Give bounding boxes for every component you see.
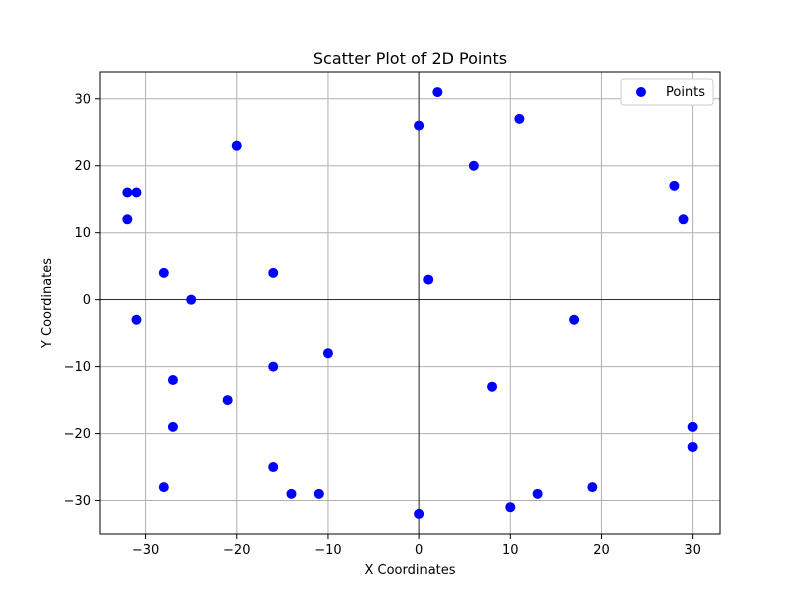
data-point <box>122 214 133 225</box>
data-point <box>268 361 279 372</box>
plot-area <box>100 72 720 534</box>
data-point <box>505 502 516 513</box>
data-point <box>468 160 479 171</box>
data-point <box>423 274 434 285</box>
x-tick-label: 0 <box>415 543 423 558</box>
x-tick-label: −10 <box>314 543 341 558</box>
x-tick-label: −30 <box>132 543 159 558</box>
y-tick-label: 0 <box>83 293 91 308</box>
data-point <box>186 294 197 305</box>
data-point <box>532 488 543 499</box>
data-point <box>414 508 425 519</box>
zero-lines <box>100 72 720 534</box>
legend-marker <box>636 87 646 97</box>
x-axis-label: X Coordinates <box>364 563 455 578</box>
data-point <box>687 421 698 432</box>
data-point <box>158 482 169 493</box>
x-tick-label: 10 <box>502 543 519 558</box>
y-tick-label: 10 <box>74 226 91 241</box>
data-point <box>569 314 580 325</box>
data-point <box>131 314 142 325</box>
data-point <box>286 488 297 499</box>
data-point <box>158 267 169 278</box>
data-point <box>268 267 279 278</box>
data-point <box>322 348 333 359</box>
data-point <box>231 140 242 151</box>
plot-frame <box>99 71 721 535</box>
axis-ticks: −30 −20 −10 0 10 20 30 −30 −20 −10 0 10 20 30 <box>64 92 701 558</box>
data-point <box>487 381 498 392</box>
data-point <box>131 187 142 198</box>
data-point <box>669 180 680 191</box>
data-point <box>587 482 598 493</box>
legend-label: Points <box>666 85 705 100</box>
data-point <box>514 113 525 124</box>
y-tick-label: −10 <box>64 360 91 375</box>
legend-box <box>620 78 714 106</box>
data-point <box>167 421 178 432</box>
data-point <box>313 488 324 499</box>
data-point <box>414 120 425 131</box>
y-axis-label: Y Coordinates <box>40 258 55 349</box>
y-tick-label: 20 <box>74 159 91 174</box>
y-tick-label: −30 <box>64 494 91 509</box>
x-tick-label: −20 <box>223 543 250 558</box>
data-point <box>432 87 443 98</box>
data-point <box>222 395 233 406</box>
data-point <box>268 462 279 473</box>
data-point <box>687 441 698 452</box>
y-tick-label: −20 <box>64 427 91 442</box>
data-point <box>122 187 133 198</box>
data-points <box>122 87 698 519</box>
chart-title: Scatter Plot of 2D Points <box>313 49 507 68</box>
x-tick-label: 20 <box>593 543 610 558</box>
data-point <box>678 214 689 225</box>
y-tick-label: 30 <box>74 92 91 107</box>
legend: Points <box>620 78 714 106</box>
x-tick-label: 30 <box>684 543 701 558</box>
data-point <box>167 375 178 385</box>
